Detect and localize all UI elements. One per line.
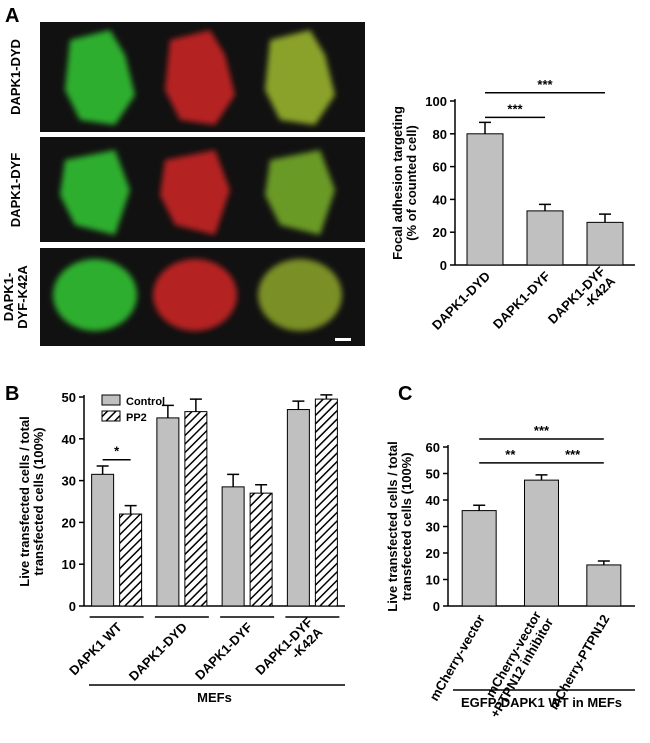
bar — [286, 409, 310, 607]
y-tick-label: 50 — [62, 390, 76, 405]
significance-label: *** — [507, 101, 523, 116]
x-tick-label: DAPK1-DYF — [192, 619, 255, 682]
column-label: Paxillin — [175, 5, 217, 19]
legend-label: PP2 — [126, 412, 147, 424]
row-label: DAPK1-DYF-K42A — [1, 265, 30, 329]
y-tick-label: 50 — [426, 467, 440, 482]
legend-swatch — [101, 410, 121, 422]
y-axis-label: Live transfected cells / totaltransfecte… — [385, 441, 414, 612]
error-bar — [539, 203, 551, 211]
bar — [461, 510, 497, 607]
y-tick-label: 30 — [426, 520, 440, 535]
y-tick-label: 10 — [426, 573, 440, 588]
error-bar — [161, 404, 174, 418]
y-tick-label: 40 — [426, 493, 440, 508]
y-tick-label: 10 — [62, 557, 76, 572]
significance-label: ** — [505, 447, 516, 462]
panel-label: C — [398, 383, 412, 405]
legend-label: Control — [126, 396, 165, 408]
bar — [586, 564, 622, 607]
y-tick-label: 20 — [433, 225, 447, 240]
y-tick-label: 100 — [425, 94, 447, 109]
x-tick-label: DAPK1-DYF — [490, 268, 553, 331]
error-bar — [227, 473, 240, 487]
significance-label: *** — [565, 447, 581, 462]
bar — [249, 492, 273, 607]
bar — [466, 133, 504, 266]
y-tick-label: 40 — [433, 192, 447, 207]
error-bar — [599, 213, 611, 223]
panel-label: B — [5, 383, 19, 405]
bar — [221, 486, 245, 607]
bar — [119, 513, 143, 607]
row-label: DAPK1-DYF — [8, 153, 23, 227]
error-bar — [96, 465, 109, 475]
panel-label: A — [5, 5, 19, 27]
bar — [586, 221, 624, 266]
error-bar — [189, 398, 202, 412]
y-tick-label: 60 — [433, 160, 447, 175]
legend-swatch — [101, 394, 121, 406]
error-bar — [292, 400, 305, 410]
x-tick-label: DAPK1 WT — [66, 619, 125, 678]
x-tick-label: DAPK1-DYF-K42A — [545, 263, 619, 337]
y-axis-label: Live transfected cells / totaltransfecte… — [17, 416, 46, 587]
error-bar — [320, 394, 333, 400]
group-label: EGFP-DAPK1 WT in MEFs — [461, 695, 622, 710]
error-bar — [473, 504, 486, 511]
y-tick-label: 40 — [62, 432, 76, 447]
significance-label: * — [114, 444, 120, 459]
row-label: DAPK1-DYD — [8, 39, 23, 115]
y-tick-label: 0 — [433, 599, 440, 614]
bar — [156, 417, 180, 607]
x-tick-label: DAPK1-DYD — [429, 269, 493, 333]
y-axis-label: Focal adhesion targeting(% of counted ce… — [390, 106, 419, 260]
x-tick-label: DAPK1-DYD — [126, 620, 190, 684]
cells — [53, 30, 342, 331]
y-tick-label: 30 — [62, 474, 76, 489]
y-tick-label: 60 — [426, 440, 440, 455]
significance-label: *** — [537, 77, 553, 92]
column-label: DAPK1 — [77, 5, 118, 19]
error-bar — [479, 121, 491, 134]
y-tick-label: 80 — [433, 127, 447, 142]
y-tick-label: 20 — [426, 546, 440, 561]
bar — [184, 411, 208, 607]
bar — [91, 473, 115, 607]
bar — [524, 479, 559, 607]
y-tick-label: 0 — [440, 258, 447, 273]
bar — [526, 210, 564, 266]
y-tick-label: 20 — [62, 515, 76, 530]
scale-bar — [335, 338, 351, 341]
group-label: MEFs — [197, 690, 232, 705]
error-bar — [535, 474, 548, 481]
y-tick-label: 0 — [69, 599, 76, 614]
significance-label: *** — [534, 423, 550, 438]
x-tick-label: DAPK1-DYF-K42A — [252, 614, 326, 688]
error-bar — [255, 484, 268, 494]
error-bar — [597, 560, 610, 565]
column-label: Merge — [280, 5, 316, 19]
bar — [314, 398, 338, 607]
error-bar — [124, 504, 137, 515]
